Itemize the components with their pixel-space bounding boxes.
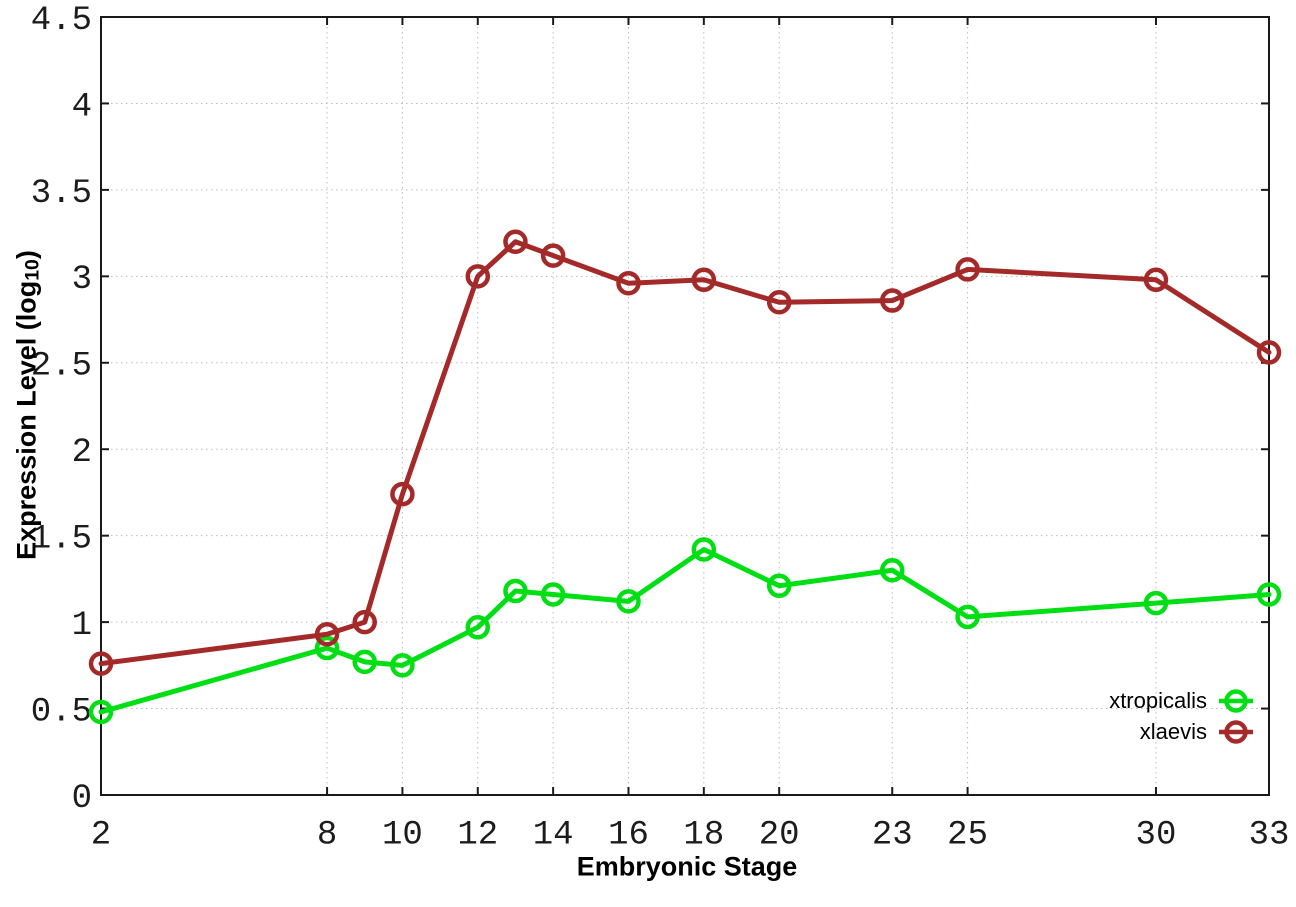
data-point	[766, 573, 792, 599]
data-point	[352, 649, 377, 675]
data-point	[503, 578, 528, 604]
x-tick-label: 14	[533, 816, 574, 854]
x-tick-label: 33	[1249, 816, 1290, 854]
data-point	[88, 699, 114, 725]
y-tick-label: 1.5	[31, 521, 92, 559]
data-point	[1256, 340, 1282, 365]
data-point	[540, 243, 566, 268]
y-tick-label: 4.5	[31, 2, 92, 40]
legend-label-xlaevis: xlaevis	[1139, 719, 1207, 744]
legend: xtropicalis xlaevis	[1109, 688, 1253, 745]
x-tick-label: 30	[1136, 816, 1177, 854]
y-tick-label: 4	[72, 88, 92, 126]
data-point	[390, 481, 415, 507]
series-line	[98, 239, 1272, 667]
plot-border	[100, 16, 1270, 796]
data-point	[691, 267, 717, 293]
x-tick-label: 16	[608, 816, 649, 854]
data-point	[465, 264, 491, 289]
x-tick-label: 12	[457, 816, 498, 854]
data-point	[616, 270, 641, 296]
data-point	[503, 229, 528, 255]
tick-marks	[100, 16, 1270, 796]
y-axis-title-suffix: )	[11, 250, 42, 260]
data-point	[1256, 582, 1282, 607]
x-tick-label: 23	[872, 816, 913, 854]
x-tick-label: 10	[382, 816, 423, 854]
y-tick-label: 2	[72, 434, 92, 472]
x-tick-label: 20	[759, 816, 800, 854]
legend-item-xlaevis: xlaevis	[1140, 719, 1253, 745]
y-tick-label: 0.5	[31, 693, 92, 731]
y-axis-title-text: Expression Level (log	[11, 280, 42, 560]
x-tick-label: 2	[91, 816, 111, 854]
data-point	[879, 557, 905, 583]
y-tick-label: 2.5	[31, 348, 92, 386]
data-point	[540, 582, 566, 607]
data-point	[766, 290, 792, 315]
data-point	[879, 288, 905, 313]
y-tick-label: 3	[72, 261, 92, 299]
data-point	[1143, 267, 1169, 293]
series-xtropicalis	[88, 537, 1282, 725]
data-point	[465, 615, 491, 640]
data-point	[955, 257, 980, 282]
data-point	[314, 635, 340, 661]
grid	[100, 16, 1270, 796]
x-axis-title: Embryonic Stage	[576, 851, 798, 882]
tick-labels: 0 0.5 1 1.5 2 2.5 3 3.5 4 4.5 2 8 10 12 14 16 18 20 23 25 30…	[31, 2, 1290, 855]
y-axis-title: Expression Level (log10)	[11, 250, 44, 560]
series-xlaevis	[88, 229, 1282, 676]
line-point-marker-icon	[1219, 689, 1253, 713]
line-point-marker-icon	[1219, 720, 1253, 744]
series-line	[98, 546, 1272, 715]
x-tick-label: 8	[317, 816, 337, 854]
data-point	[314, 621, 340, 647]
data-point	[691, 537, 717, 562]
legend-item-xtropicalis: xtropicalis	[1109, 688, 1253, 714]
y-tick-label: 1	[72, 607, 92, 645]
x-tick-label: 18	[683, 816, 724, 854]
legend-label-xtropicalis: xtropicalis	[1109, 688, 1207, 713]
data-point	[1143, 590, 1169, 616]
data-point	[88, 651, 114, 676]
data-point	[955, 604, 980, 630]
y-tick-label: 0	[72, 780, 92, 818]
y-tick-label: 3.5	[31, 175, 92, 213]
y-axis-title-subscript: 10	[21, 259, 44, 281]
data-point	[616, 589, 641, 614]
x-tick-label: 25	[947, 816, 988, 854]
data-point	[352, 609, 377, 635]
data-point	[390, 653, 415, 678]
